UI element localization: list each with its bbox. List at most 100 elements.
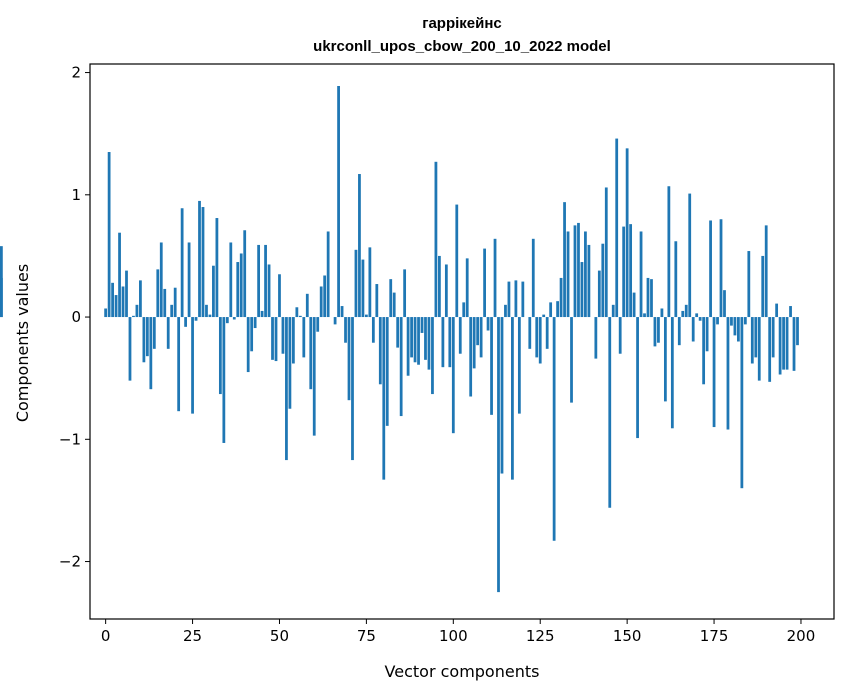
bar [521,281,525,318]
bar [361,259,365,318]
bar [264,244,267,318]
bar [469,317,473,397]
bar [413,317,417,363]
bar [184,317,187,327]
bar [775,303,779,318]
bar [702,317,706,385]
bar [0,246,3,318]
bar [212,265,215,318]
bar [142,317,146,363]
bar [198,200,201,318]
bar [340,306,344,318]
bar [552,317,556,541]
bar [295,307,299,318]
bar [486,317,490,331]
bar [333,317,337,325]
bar [618,317,622,354]
bar [615,138,619,318]
bar [490,317,493,415]
x-tick-label: 100 [439,627,468,645]
bar [730,317,733,326]
bar [538,317,542,364]
bar-series [0,86,799,593]
bar [660,308,664,318]
bar [542,314,546,318]
bar [549,302,553,318]
bar [514,280,518,318]
y-tick-label: 2 [71,64,81,82]
bar [121,286,125,318]
bar [577,222,580,318]
bar [399,317,403,417]
bar [691,317,695,342]
bar [493,238,497,318]
bar [670,317,674,429]
bar [789,306,792,318]
bar [545,317,549,349]
bar [215,218,219,318]
bar [754,317,758,358]
bar [740,317,744,489]
bar [455,204,459,318]
bar [337,86,340,318]
bar [472,317,476,369]
x-axis-ticks: 0 25 50 75 100 125 150 175 200 [101,619,815,645]
bar [587,244,591,318]
x-tick-label: 125 [526,627,555,645]
chart-title-line2: ukrconll_upos_cbow_200_10_2022 model [313,38,611,55]
bar [159,242,163,318]
bar [135,304,139,318]
bar [243,230,247,318]
bar [288,317,292,409]
bar [177,317,181,412]
x-tick-label: 25 [183,627,202,645]
bar [319,286,323,318]
bar [173,287,177,318]
bar [674,241,678,318]
bar [597,270,601,318]
bar [229,242,233,318]
bar [309,317,313,390]
y-tick-label: 0 [71,308,81,326]
bar [629,224,633,318]
bar [622,226,626,318]
bar [291,317,295,364]
bar [344,317,347,343]
bar [650,279,653,318]
bar [563,202,566,318]
bar [681,310,685,318]
bar [625,148,629,318]
bar [271,317,274,360]
bar [225,317,229,324]
bar [611,304,615,318]
bar [326,231,330,318]
bar [747,251,751,318]
bar [145,317,149,357]
bar [191,317,194,414]
bar [497,317,500,593]
bar [653,317,657,347]
bar [535,317,539,358]
bar [504,304,507,318]
bar [438,255,441,318]
bar [152,317,156,349]
bar [695,313,699,318]
plot-area-frame [89,63,835,620]
x-tick-label: 0 [101,627,111,645]
bar [785,317,789,370]
bar [378,317,382,385]
bar [354,249,358,318]
bar [427,317,431,370]
bar [201,207,205,318]
bar [253,317,257,329]
bar [316,317,320,332]
bar [218,317,222,395]
bar [410,317,413,358]
bar [368,247,372,318]
bar [257,244,261,318]
bar [458,317,462,354]
bar [156,269,160,318]
bar [584,231,587,318]
bar [298,315,302,318]
